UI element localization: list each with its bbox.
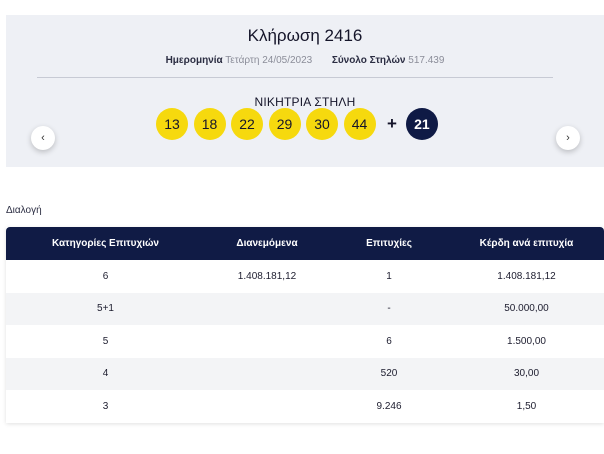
cell-category: 5 — [102, 335, 109, 347]
cell-prize: 30,00 — [513, 368, 540, 380]
column-header-prize: Κέρδη ανά επιτυχία — [479, 238, 574, 249]
cell-category: 3 — [102, 400, 109, 412]
cell-winners: 9.246 — [376, 400, 402, 412]
table-row: 5+1 - 50.000,00 — [6, 292, 604, 325]
winning-number-ball: 29 — [268, 108, 301, 140]
cell-winners: 1 — [386, 270, 392, 282]
winning-number-ball: 13 — [156, 108, 188, 140]
table-header: Κατηγορίες Επιτυχιών Διανεμόμενα Επιτυχί… — [6, 227, 604, 260]
cell-prize: 1.500,00 — [507, 335, 546, 347]
winning-number-ball: 22 — [231, 108, 263, 140]
winning-number-ball: 44 — [343, 108, 376, 140]
section-label: Διαλογή — [6, 205, 42, 216]
next-draw-button[interactable]: › — [556, 126, 580, 150]
table-row: 4 520 30,00 — [6, 357, 604, 390]
draw-title: Κλήρωση 2416 — [247, 26, 363, 45]
cell-prize: 50.000,00 — [504, 303, 549, 315]
chevron-right-icon: › — [566, 132, 570, 144]
chevron-left-icon: ‹ — [41, 132, 45, 144]
cell-winners: 6 — [386, 335, 392, 347]
column-header-winners: Επιτυχίες — [366, 238, 412, 249]
date-label: Ημερομηνία — [165, 55, 223, 66]
table-row: 5 6 1.500,00 — [6, 325, 604, 358]
previous-draw-button[interactable]: ‹ — [31, 126, 55, 150]
winning-column-label: ΝΙΚΗΤΡΙΑ ΣΤΗΛΗ — [254, 95, 356, 109]
winning-number-ball: 30 — [306, 108, 338, 140]
date-value: Τετάρτη 24/05/2023 — [225, 55, 313, 66]
winning-number-ball: 18 — [193, 108, 226, 140]
winning-numbers: 13 18 22 29 30 44 + 21 — [156, 108, 438, 140]
column-header-category: Κατηγορίες Επιτυχιών — [51, 238, 159, 249]
columns-label: Σύνολο Στηλών — [331, 55, 406, 66]
results-table: Κατηγορίες Επιτυχιών Διανεμόμενα Επιτυχί… — [6, 227, 604, 423]
draw-meta: Ημερομηνία Τετάρτη 24/05/2023 Σύνολο Στη… — [6, 55, 604, 66]
joker-number-ball: 21 — [405, 108, 438, 140]
columns-value: 517.439 — [408, 55, 445, 66]
plus-sign: + — [387, 114, 397, 133]
cell-winners: - — [387, 303, 391, 315]
table-row: 3 9.246 1,50 — [6, 390, 604, 423]
cell-prize: 1,50 — [516, 400, 537, 412]
column-header-distributed: Διανεμόμενα — [236, 238, 298, 249]
cell-prize: 1.408.181,12 — [497, 270, 556, 282]
table-row: 6 1.408.181,12 1 1.408.181,12 — [6, 260, 604, 293]
cell-category: 6 — [102, 270, 109, 282]
cell-category: 4 — [102, 368, 109, 380]
divider — [37, 77, 553, 78]
cell-category: 5+1 — [97, 303, 114, 315]
cell-winners: 520 — [380, 368, 398, 380]
draw-panel: Κλήρωση 2416 Ημερομηνία Τετάρτη 24/05/20… — [6, 15, 604, 167]
cell-distributed: 1.408.181,12 — [237, 270, 297, 282]
